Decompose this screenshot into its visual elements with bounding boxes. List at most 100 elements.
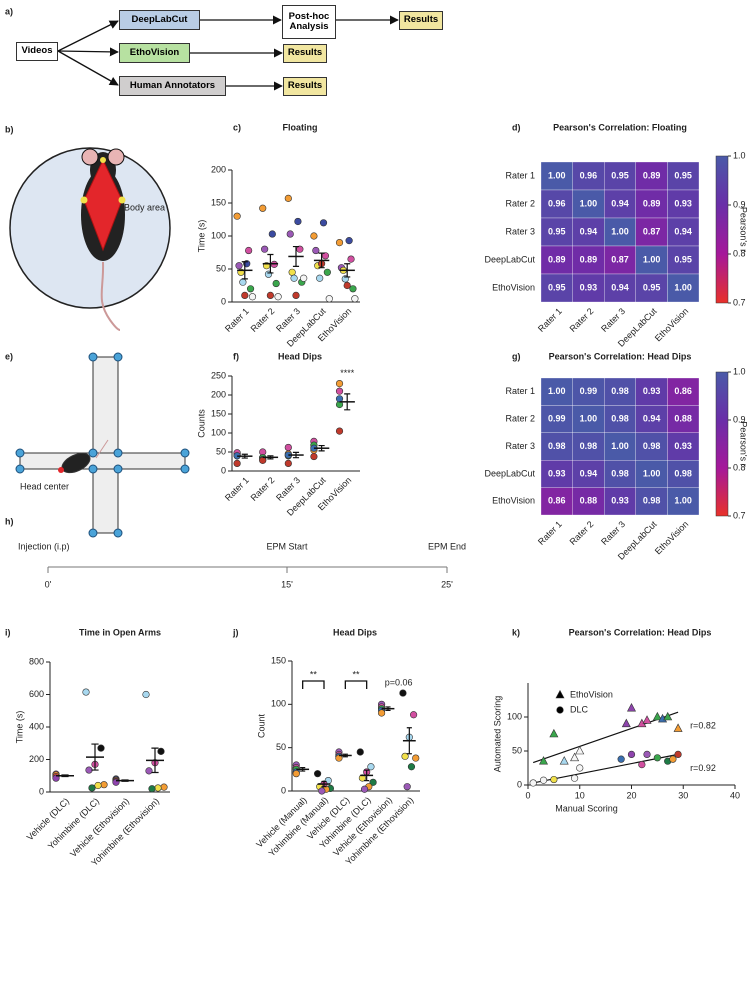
data-point: [642, 715, 652, 724]
cell-label: 0.98: [580, 441, 598, 451]
colorbar: [715, 155, 729, 304]
data-point: [539, 756, 549, 765]
data-point: [245, 246, 253, 255]
x-tick-label: Yohimbine (DLC): [46, 796, 101, 851]
cell-label: 0.95: [674, 170, 692, 180]
y-axis-label: Count: [256, 714, 266, 739]
cell-label: 0.89: [580, 254, 598, 264]
heatmap-cell: [572, 189, 605, 219]
data-point: [345, 237, 353, 245]
annotation: ****: [340, 368, 355, 378]
data-point: [407, 763, 416, 771]
y-tick-label: 0: [221, 296, 226, 306]
data-point: [652, 711, 662, 721]
data-point: [85, 766, 93, 774]
heatmap-cell: [635, 161, 668, 191]
data-point: [88, 784, 96, 792]
error-bar: [267, 253, 274, 274]
y-tick-label: 100: [507, 711, 522, 721]
x-tick-label: 40: [730, 790, 740, 800]
data-point: [284, 443, 292, 452]
maze-center: [93, 453, 118, 469]
data-point: [674, 750, 682, 759]
arrow: [57, 47, 119, 57]
error-bar: [344, 393, 351, 411]
data-point: [550, 775, 558, 784]
x-tick-label: Rater 1: [223, 306, 251, 334]
data-point: [335, 380, 344, 388]
keypoint: [113, 528, 123, 538]
keypoint: [180, 464, 190, 474]
column-label: Rater 3: [599, 519, 627, 547]
fit-line: [533, 753, 679, 784]
cell-label: 0.93: [674, 441, 692, 451]
data-point: [367, 763, 375, 771]
data-point: [412, 754, 420, 762]
column-label: Rater 1: [536, 306, 564, 334]
data-point: [539, 776, 548, 784]
panel-label: b): [5, 124, 14, 134]
cell-label: 0.95: [674, 254, 692, 264]
column-label: Rater 1: [536, 519, 564, 547]
data-point: [643, 750, 651, 759]
flow-node: Human Annotators: [119, 76, 226, 96]
cell-label: 0.89: [548, 254, 566, 264]
data-point: [638, 760, 646, 769]
mouse-illustration: Body area: [9, 147, 171, 331]
data-point: [575, 745, 585, 755]
data-point: [663, 711, 673, 721]
y-axis-label: Time (s): [196, 220, 206, 253]
heatmap-cell: [667, 377, 700, 406]
y-tick-label: 50: [216, 446, 226, 456]
error-bar: [292, 451, 300, 459]
error-bar: [318, 444, 325, 452]
panel-label: f): [233, 351, 239, 361]
cell-label: 0.98: [643, 496, 661, 506]
data-point: [157, 747, 165, 755]
data-point: [290, 274, 298, 282]
y-tick-label: 0: [221, 465, 226, 475]
heatmap-cell: [540, 432, 573, 461]
chart-title: Time in Open Arms: [79, 627, 161, 637]
x-axis-label: Manual Scoring: [555, 803, 618, 813]
data-point: [323, 268, 331, 276]
body-area: [83, 158, 123, 252]
data-point: [148, 785, 156, 793]
data-point: [246, 285, 255, 293]
data-point: [94, 781, 102, 790]
y-tick-label: 0: [281, 785, 286, 795]
row-label: DeepLabCut: [484, 468, 535, 478]
panel-label: d): [512, 122, 521, 132]
heatmap-cell: [667, 432, 700, 461]
timeline-time: 15': [281, 579, 293, 589]
cell-label: 0.99: [580, 386, 598, 396]
cell-label: 1.00: [611, 441, 629, 451]
cell-label: 0.87: [611, 254, 629, 264]
cell-label: 1.00: [548, 170, 566, 180]
heatmap-cell: [604, 487, 636, 516]
data-point: [272, 279, 280, 288]
data-point: [399, 689, 407, 697]
keypoint: [118, 196, 126, 204]
cell-label: 0.93: [611, 496, 629, 506]
cell-label: 0.88: [674, 413, 692, 423]
cell-label: 1.00: [643, 254, 661, 264]
data-point: [241, 291, 249, 300]
data-point: [314, 770, 322, 778]
data-point: [259, 204, 267, 212]
panel-label: c): [233, 122, 241, 132]
data-point: [300, 274, 308, 282]
data-point: [627, 750, 636, 759]
tail: [100, 261, 121, 331]
colorbar-label: Pearson's r: [739, 207, 748, 252]
x-tick-label: 10: [575, 790, 585, 800]
cell-label: 0.95: [548, 226, 566, 236]
significance-bracket: [344, 680, 368, 689]
heatmap-cell: [572, 460, 605, 488]
heatmap-cell: [604, 217, 636, 247]
heatmap-cell: [604, 161, 636, 191]
timeline-time: 25': [441, 579, 453, 589]
error-bar: [241, 261, 248, 280]
row-label: DeepLabCut: [484, 254, 535, 264]
